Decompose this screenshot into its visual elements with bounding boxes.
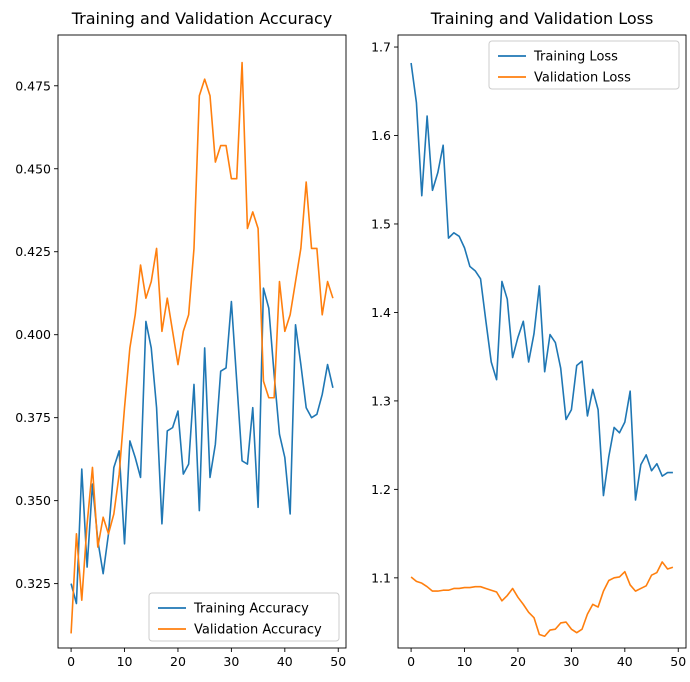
loss-y-tick-label: 1.5	[371, 216, 391, 231]
accuracy-y-tick-label: 0.350	[15, 493, 51, 508]
accuracy-y-tick-label: 0.475	[15, 78, 51, 93]
loss-y-tick-label: 1.4	[371, 305, 391, 320]
loss-y-tick-label: 1.7	[371, 40, 391, 55]
loss-legend: Training Loss Validation Loss	[488, 40, 680, 90]
accuracy-series-line-0	[70, 287, 334, 605]
accuracy-legend-label-0: Training Accuracy	[193, 602, 309, 617]
accuracy-x-tick-label: 30	[223, 654, 239, 669]
loss-legend-label-0: Training Loss	[533, 50, 618, 65]
loss-chart: Training and Validation Loss 0 10 20 30 40 50 1…	[371, 9, 687, 669]
accuracy-y-tick-label: 0.325	[15, 576, 51, 591]
loss-x-tick-label: 40	[617, 654, 633, 669]
loss-x-tick-label: 0	[407, 654, 415, 669]
accuracy-x-tick-label: 10	[117, 654, 133, 669]
accuracy-x-tick-label: 20	[170, 654, 186, 669]
loss-x-tick-label: 50	[670, 654, 686, 669]
loss-y-tick-label: 1.6	[371, 128, 391, 143]
loss-y-tick-label: 1.1	[371, 570, 391, 585]
accuracy-legend-label-1: Validation Accuracy	[194, 623, 322, 638]
accuracy-y-tick-label: 0.425	[15, 244, 51, 259]
accuracy-y-tick-label: 0.400	[15, 327, 51, 342]
accuracy-legend: Training Accuracy Validation Accuracy	[148, 592, 340, 642]
loss-x-tick-label: 10	[457, 654, 473, 669]
loss-series-line-0	[410, 62, 673, 501]
accuracy-axes-frame	[57, 34, 347, 649]
loss-chart-title: Training and Validation Loss	[430, 9, 654, 28]
accuracy-chart-title: Training and Validation Accuracy	[71, 9, 333, 28]
loss-x-tick-label: 30	[563, 654, 579, 669]
accuracy-y-tick-label: 0.450	[15, 161, 51, 176]
accuracy-x-tick-label: 50	[330, 654, 346, 669]
loss-legend-box	[488, 40, 680, 90]
loss-y-tick-label: 1.2	[371, 482, 391, 497]
accuracy-series-line-1	[70, 61, 334, 634]
accuracy-chart: Training and Validation Accuracy 0 10 20 30 4…	[15, 9, 347, 669]
loss-axes-frame	[397, 34, 687, 649]
accuracy-x-tick-label: 40	[277, 654, 293, 669]
loss-series-line-1	[410, 561, 674, 638]
accuracy-x-tick-label: 0	[67, 654, 75, 669]
accuracy-legend-box	[148, 592, 340, 642]
loss-y-tick-label: 1.3	[371, 393, 391, 408]
loss-legend-label-1: Validation Loss	[534, 71, 631, 86]
loss-x-tick-label: 20	[510, 654, 526, 669]
accuracy-y-tick-label: 0.375	[15, 410, 51, 425]
